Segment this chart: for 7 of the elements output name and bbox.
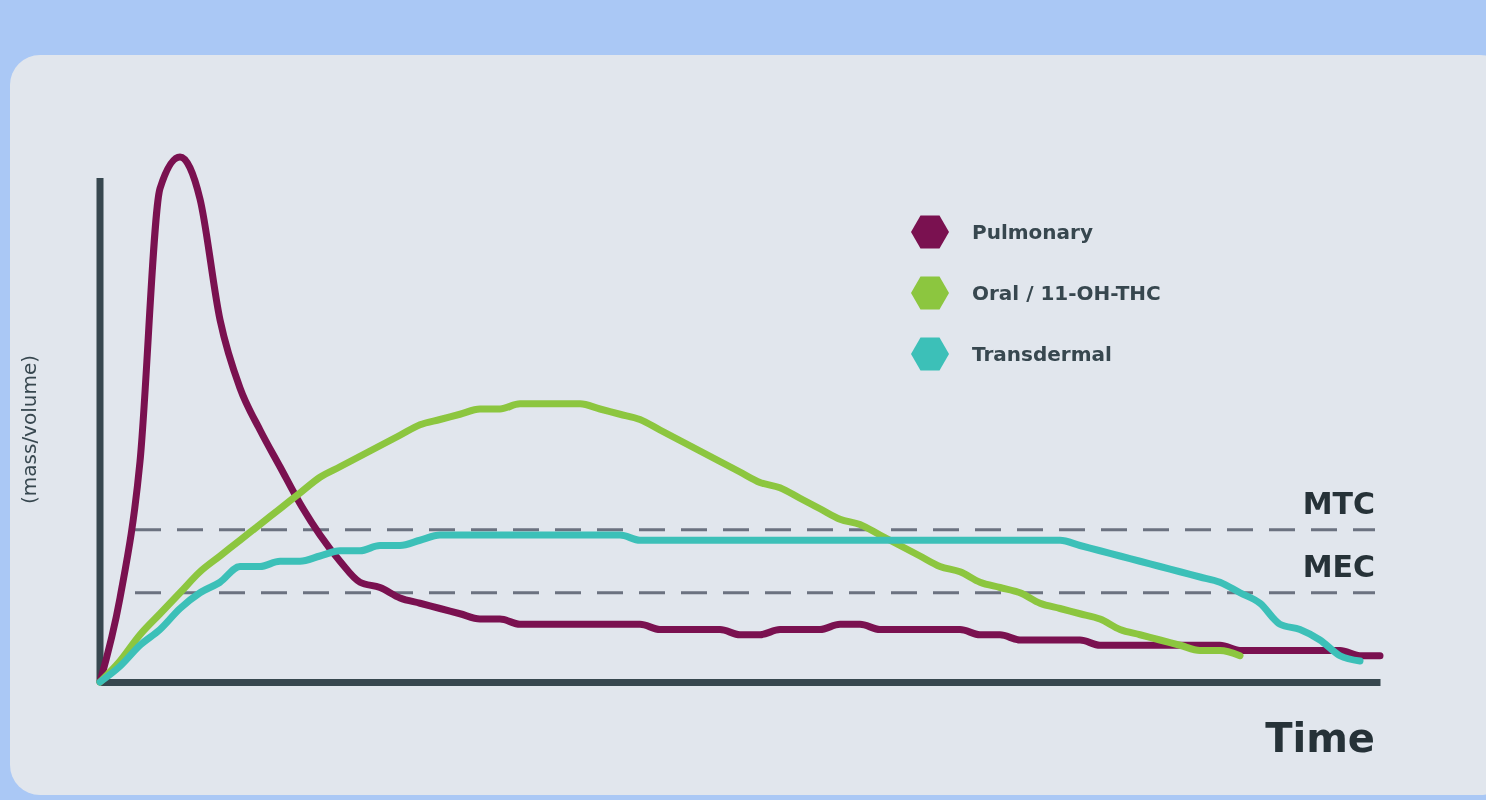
legend-label: Pulmonary (972, 220, 1093, 244)
ref-line-label: MTC (1302, 485, 1375, 521)
legend-label: Transdermal (972, 342, 1112, 366)
ref-line-label: MEC (1302, 548, 1375, 584)
x-axis-title: Time (1265, 715, 1375, 761)
legend-label: Oral / 11-OH-THC (972, 281, 1161, 305)
y-axis-title: (mass/volume) (17, 354, 41, 505)
